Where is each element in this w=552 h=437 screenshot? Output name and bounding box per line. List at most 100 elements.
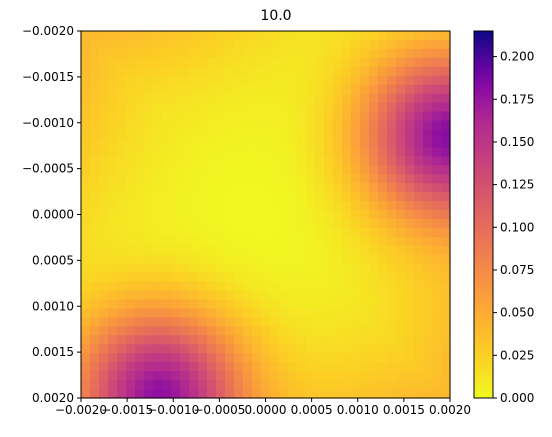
heatmap-cell [162,272,172,283]
heatmap-cell [288,210,298,220]
heatmap-cell [306,102,316,113]
heatmap-cell [279,308,289,319]
heatmap-cell [216,254,226,265]
heatmap-cell [243,290,253,301]
heatmap-cell [333,48,343,59]
heatmap-cell [207,362,217,372]
heatmap-cell [324,93,334,104]
heatmap-cell [351,326,361,336]
heatmap-cell [225,183,235,193]
heatmap-cell [378,174,388,184]
heatmap-cell [369,147,379,157]
heatmap-cell [207,192,217,202]
heatmap-cell [441,308,451,319]
heatmap-cell [144,263,154,274]
heatmap-cell [423,308,433,319]
heatmap-cell [234,129,244,140]
heatmap-cell [414,281,424,292]
heatmap-cell [81,57,91,68]
heatmap-cell [297,138,307,148]
heatmap-cell [351,335,361,345]
heatmap-cell [288,192,298,202]
heatmap-cell [342,272,352,283]
heatmap-cell [297,129,307,140]
x-tick-label: 0.0015 [383,403,425,417]
heatmap-cell [108,102,118,113]
heatmap-cell [387,254,397,265]
heatmap-cell [261,66,271,77]
heatmap-cell [126,290,136,301]
heatmap-cell [252,174,262,184]
heatmap-cell [270,48,280,59]
heatmap-cell [252,344,262,354]
heatmap-cell [153,317,163,327]
heatmap-cell [441,362,451,372]
heatmap-cell [162,290,172,301]
heatmap-cell [369,380,379,390]
heatmap-cell [99,48,109,59]
heatmap-cell [81,272,91,283]
heatmap-cell [81,317,91,327]
heatmap-cell [360,218,370,229]
heatmap-cell [198,174,208,184]
heatmap-cell [117,57,127,68]
heatmap-cell [342,335,352,345]
heatmap-cell [180,272,190,283]
heatmap-cell [396,263,406,274]
heatmap-cell [297,75,307,86]
heatmap-cell [315,227,325,238]
heatmap-cell [252,299,262,310]
heatmap-cell [423,380,433,390]
heatmap-cell [90,371,100,381]
heatmap-cell [396,138,406,148]
heatmap-cell [270,344,280,354]
heatmap-cell [153,183,163,193]
heatmap-cell [315,389,325,399]
heatmap-cell [270,192,280,202]
heatmap-cell [387,84,397,95]
heatmap-cell [432,236,442,247]
heatmap-cell [414,102,424,113]
heatmap-cell [99,236,109,247]
heatmap-cell [396,308,406,319]
heatmap-cell [198,75,208,86]
heatmap-cell [315,371,325,381]
heatmap-cell [162,317,172,327]
heatmap-cell [216,380,226,390]
heatmap-cell [135,227,145,238]
heatmap-cell [81,299,91,310]
heatmap-cell [180,335,190,345]
heatmap-cell [360,335,370,345]
heatmap-cell [369,66,379,77]
heatmap-cell [261,165,271,175]
heatmap-cell [261,245,271,256]
heatmap-cell [261,371,271,381]
heatmap-cell [288,93,298,104]
heatmap-cell [261,227,271,238]
heatmap-cell [405,254,415,265]
heatmap-cell [360,192,370,202]
heatmap-cell [297,299,307,310]
heatmap-cell [144,102,154,113]
x-tick-label: 0.0020 [429,403,471,417]
heatmap-cell [171,111,181,122]
heatmap-cell [153,218,163,229]
heatmap-cell [333,353,343,363]
heatmap-cell [225,120,235,131]
heatmap-cell [180,165,190,175]
heatmap-cell [171,236,181,247]
heatmap-cell [243,120,253,131]
heatmap-cell [261,57,271,68]
heatmap-cell [108,227,118,238]
heatmap-cell [297,66,307,77]
heatmap-cell [198,344,208,354]
heatmap-cell [225,102,235,113]
heatmap-cell [396,344,406,354]
heatmap-cell [324,111,334,122]
heatmap-cell [333,389,343,399]
heatmap-cell [108,201,118,211]
heatmap-cell [234,227,244,238]
heatmap-cell [189,299,199,310]
heatmap-cell [126,120,136,131]
heatmap-cell [90,138,100,148]
